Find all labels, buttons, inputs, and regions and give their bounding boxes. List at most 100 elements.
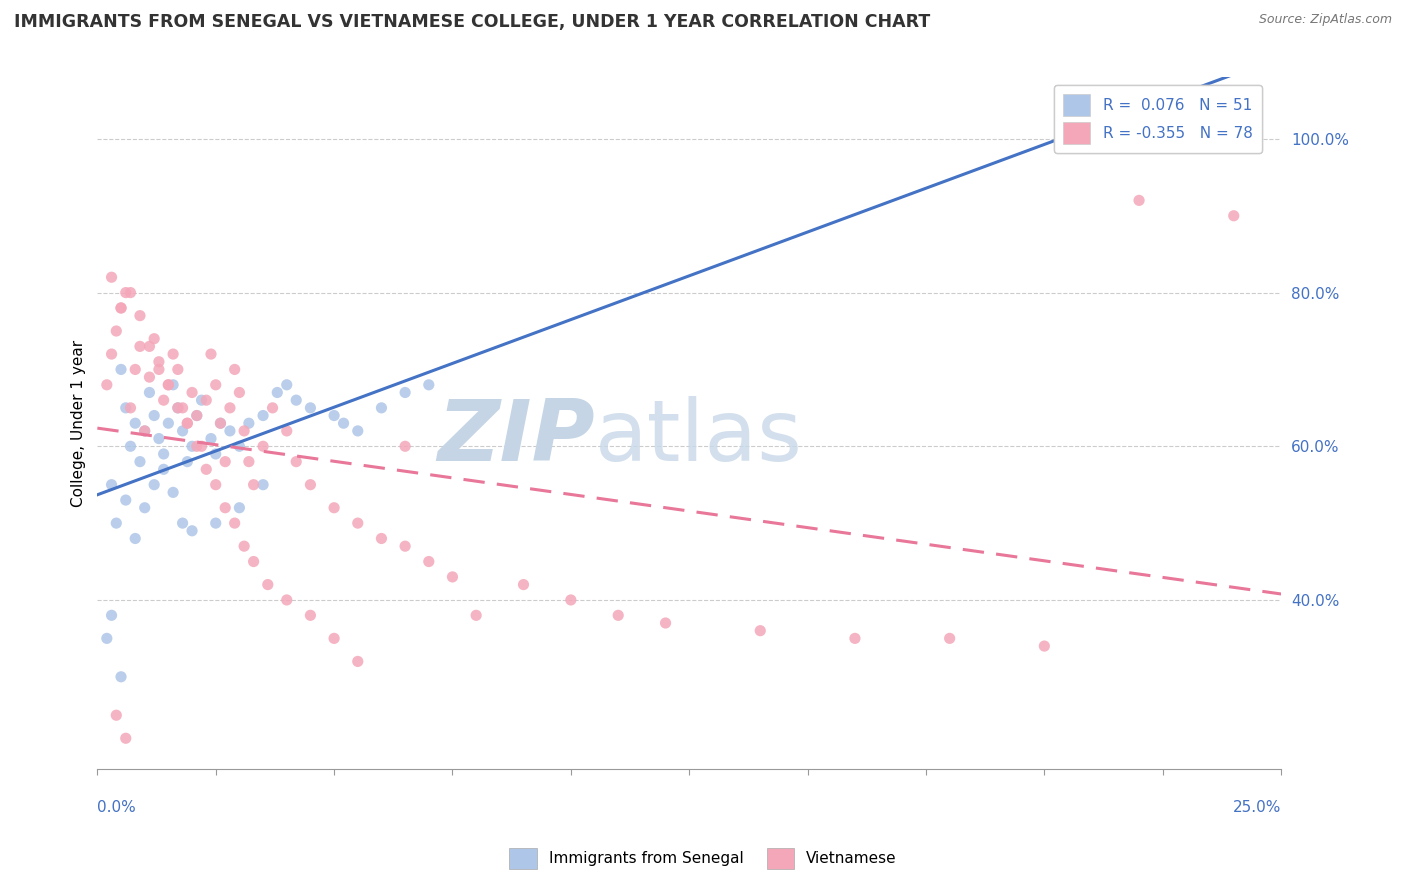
Point bbox=[209, 416, 232, 430]
Point bbox=[166, 362, 188, 376]
Point bbox=[200, 347, 222, 361]
Point bbox=[162, 347, 184, 361]
Point bbox=[110, 670, 132, 684]
Point bbox=[105, 516, 128, 530]
Point bbox=[129, 339, 152, 353]
Point bbox=[157, 377, 180, 392]
Point bbox=[114, 401, 136, 415]
Point bbox=[143, 477, 166, 491]
Point bbox=[148, 362, 170, 376]
Point bbox=[134, 424, 156, 438]
Point bbox=[110, 301, 132, 315]
Point bbox=[100, 608, 122, 623]
Point bbox=[105, 708, 128, 723]
Text: 25.0%: 25.0% bbox=[1233, 799, 1281, 814]
Point bbox=[228, 439, 250, 453]
Point bbox=[323, 632, 346, 646]
Y-axis label: College, Under 1 year: College, Under 1 year bbox=[72, 340, 86, 507]
Point bbox=[219, 424, 242, 438]
Point bbox=[200, 432, 222, 446]
Point bbox=[209, 416, 232, 430]
Point bbox=[844, 632, 866, 646]
Point bbox=[120, 401, 142, 415]
Legend: R =  0.076   N = 51, R = -0.355   N = 78: R = 0.076 N = 51, R = -0.355 N = 78 bbox=[1053, 85, 1261, 153]
Point bbox=[252, 439, 274, 453]
Point bbox=[172, 516, 194, 530]
Point bbox=[152, 393, 174, 408]
Point bbox=[162, 485, 184, 500]
Point bbox=[242, 555, 264, 569]
Point bbox=[1222, 209, 1244, 223]
Point bbox=[166, 401, 188, 415]
Point bbox=[152, 462, 174, 476]
Point bbox=[143, 409, 166, 423]
Point bbox=[394, 439, 416, 453]
Point bbox=[1128, 194, 1150, 208]
Point bbox=[224, 362, 246, 376]
Point bbox=[120, 439, 142, 453]
Point bbox=[346, 655, 368, 669]
Point bbox=[214, 455, 236, 469]
Point bbox=[441, 570, 464, 584]
Point bbox=[186, 439, 208, 453]
Legend: Immigrants from Senegal, Vietnamese: Immigrants from Senegal, Vietnamese bbox=[503, 841, 903, 875]
Point bbox=[262, 401, 284, 415]
Point bbox=[394, 385, 416, 400]
Point bbox=[332, 416, 354, 430]
Point bbox=[195, 462, 218, 476]
Point bbox=[186, 409, 208, 423]
Point bbox=[370, 401, 392, 415]
Point bbox=[560, 593, 582, 607]
Point bbox=[233, 424, 256, 438]
Point bbox=[418, 377, 440, 392]
Point bbox=[181, 524, 204, 538]
Point bbox=[96, 377, 118, 392]
Point bbox=[228, 385, 250, 400]
Point bbox=[186, 409, 208, 423]
Point bbox=[252, 409, 274, 423]
Point bbox=[114, 493, 136, 508]
Point bbox=[214, 500, 236, 515]
Point bbox=[465, 608, 488, 623]
Point bbox=[100, 347, 122, 361]
Point bbox=[166, 401, 188, 415]
Point bbox=[1033, 639, 1056, 653]
Point bbox=[224, 516, 246, 530]
Point bbox=[607, 608, 630, 623]
Point bbox=[749, 624, 772, 638]
Point bbox=[138, 339, 160, 353]
Point bbox=[512, 577, 534, 591]
Point bbox=[256, 577, 278, 591]
Point bbox=[190, 393, 212, 408]
Point bbox=[148, 432, 170, 446]
Point bbox=[238, 455, 260, 469]
Point bbox=[190, 439, 212, 453]
Point bbox=[143, 332, 166, 346]
Point bbox=[124, 532, 146, 546]
Point bbox=[228, 500, 250, 515]
Point bbox=[100, 270, 122, 285]
Point bbox=[138, 370, 160, 384]
Point bbox=[134, 424, 156, 438]
Point bbox=[138, 385, 160, 400]
Point bbox=[152, 447, 174, 461]
Point bbox=[323, 409, 346, 423]
Point bbox=[157, 377, 180, 392]
Point bbox=[176, 416, 198, 430]
Point bbox=[252, 477, 274, 491]
Point bbox=[105, 324, 128, 338]
Point bbox=[129, 309, 152, 323]
Point bbox=[285, 393, 308, 408]
Point bbox=[204, 377, 226, 392]
Text: ZIP: ZIP bbox=[437, 395, 595, 478]
Point bbox=[134, 500, 156, 515]
Point bbox=[276, 593, 298, 607]
Point bbox=[96, 632, 118, 646]
Point bbox=[299, 477, 322, 491]
Point bbox=[204, 447, 226, 461]
Point bbox=[114, 731, 136, 746]
Point bbox=[233, 539, 256, 553]
Point bbox=[148, 355, 170, 369]
Point bbox=[276, 424, 298, 438]
Text: Source: ZipAtlas.com: Source: ZipAtlas.com bbox=[1258, 13, 1392, 27]
